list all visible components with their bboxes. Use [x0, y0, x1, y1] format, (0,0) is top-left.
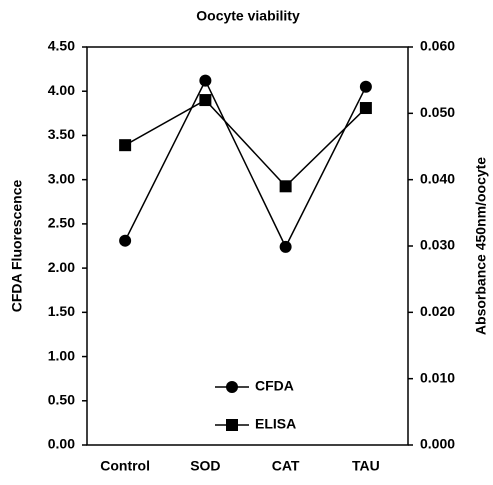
x-tick-label: Control — [100, 458, 150, 474]
data-point — [279, 180, 292, 193]
x-tick-label: SOD — [190, 458, 220, 474]
y2-tick-label: 0.060 — [420, 38, 455, 54]
y-tick-label: 2.00 — [48, 259, 75, 275]
data-point — [119, 139, 132, 152]
y2-tick-label: 0.040 — [420, 170, 455, 186]
y2-tick-label: 0.050 — [420, 104, 455, 120]
y-axis-label: CFDA Fluorescence — [9, 180, 25, 313]
plot-frame — [86, 46, 409, 446]
data-point — [199, 74, 212, 87]
y-tick-label: 0.50 — [48, 391, 75, 407]
y-tick-label: 3.00 — [48, 170, 75, 186]
y-tick-label: 4.00 — [48, 82, 75, 98]
y-tick-label: 4.50 — [48, 38, 75, 54]
y-tick-label: 0.00 — [48, 436, 75, 452]
legend-label: CFDA — [255, 378, 294, 394]
y2-tick-label: 0.020 — [420, 303, 455, 319]
x-tick-label: TAU — [352, 458, 380, 474]
legend-marker — [226, 381, 238, 393]
y-tick-label: 3.50 — [48, 126, 75, 142]
y2-tick-label: 0.000 — [420, 436, 455, 452]
y2-tick-label: 0.010 — [420, 369, 455, 385]
data-point — [199, 94, 212, 107]
y-tick-label: 1.00 — [48, 347, 75, 363]
y-tick-label: 2.50 — [48, 215, 75, 231]
legend-label: ELISA — [255, 416, 296, 432]
y2-tick-label: 0.030 — [420, 237, 455, 253]
y-tick-label: 1.50 — [48, 303, 75, 319]
series-line — [124, 99, 367, 188]
data-point — [119, 234, 132, 247]
data-point — [279, 240, 292, 253]
data-point — [359, 102, 372, 115]
chart-title: Oocyte viability — [196, 8, 300, 24]
legend-marker — [226, 419, 238, 431]
y2-axis-label: Absorbance 450nm/oocyte — [473, 157, 489, 335]
series-line — [124, 78, 367, 249]
data-point — [359, 80, 372, 93]
x-tick-label: CAT — [272, 458, 300, 474]
